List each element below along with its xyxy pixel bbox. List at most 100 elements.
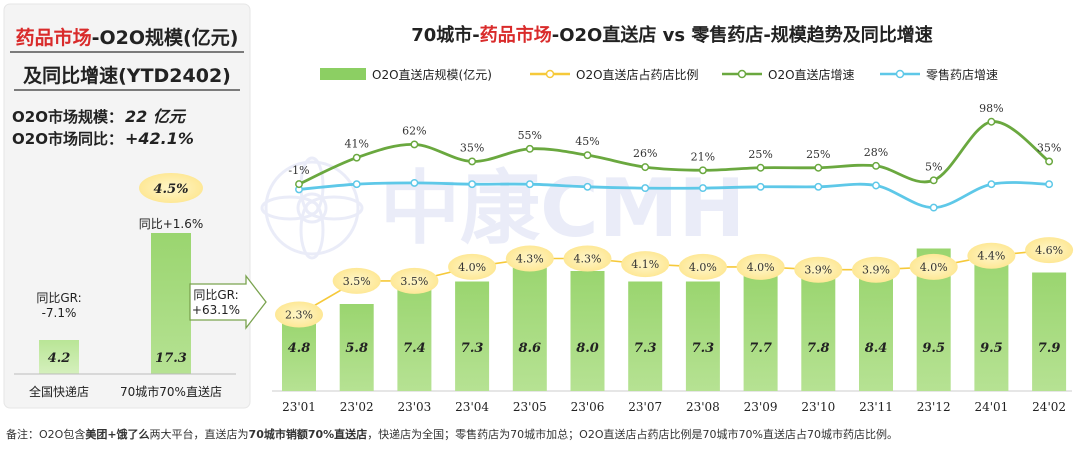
share-label: 4.3% <box>574 253 602 266</box>
legend-swatch-bar <box>320 68 366 80</box>
x-tick-label: 23'09 <box>744 400 778 414</box>
o2o-growth-point <box>929 176 938 185</box>
retail-growth-point <box>641 184 650 193</box>
bar-23'06 <box>570 271 605 391</box>
bar-23'04 <box>455 281 490 391</box>
x-tick-label: 23'12 <box>917 400 951 414</box>
bar-23'05 <box>512 262 547 391</box>
o2o-growth-point <box>872 161 880 170</box>
watermark-text: 中康CMH <box>380 162 745 255</box>
o2o-growth-label: 35% <box>460 141 484 154</box>
o2o-growth-label: 28% <box>864 146 888 159</box>
growth-value: +42.1% <box>125 129 194 148</box>
bar-value-label: 7.3 <box>634 341 657 356</box>
share-label: 4.6% <box>1035 244 1063 257</box>
share-bubble <box>678 253 727 280</box>
x-tick-label: 23'03 <box>397 400 431 414</box>
o2o-growth-label: 25% <box>806 148 830 161</box>
bar-23'03 <box>397 280 432 391</box>
o2o-growth-label: 41% <box>344 138 368 151</box>
bar-23'01 <box>282 319 316 391</box>
bar-value-label: 8.4 <box>865 341 888 356</box>
left-bar-direct <box>151 233 191 374</box>
x-tick-label: 23'02 <box>340 400 374 414</box>
retail-growth-point <box>872 181 880 190</box>
o2o-growth-point <box>987 117 996 126</box>
bar-value-label: 7.3 <box>461 341 484 356</box>
retail-growth-point <box>583 182 592 191</box>
share-bubble <box>275 301 323 328</box>
o2o-growth-point <box>295 180 303 189</box>
x-tick-label: 24'02 <box>1032 400 1066 414</box>
x-tick-labels: 23'01 23'02 23'03 23'04 23'05 23'06 23'07 23'08… <box>282 400 1066 414</box>
retail-growth-point <box>525 180 534 189</box>
share-label: 4.0% <box>458 261 486 274</box>
arrow-shape <box>189 274 267 330</box>
bar-value-label: 7.7 <box>749 341 772 356</box>
retail-growth-point <box>756 182 765 191</box>
share-label: 4.0% <box>920 261 948 274</box>
left-bar-express <box>39 340 79 374</box>
share-label: 2.3% <box>285 309 313 322</box>
bubbles-layer: 2.3% 3.5% 3.5% 4.0% 4.3% 4.3% 4.1% 4.0% 4.0% 3.9%… <box>275 237 1074 328</box>
share-label: 4.3% <box>516 253 544 266</box>
left-bar-express-yoy: 同比GR: -7.1% <box>36 291 81 320</box>
left-bubble-text: 4.5% <box>154 182 189 197</box>
bar-value-label: 8.0 <box>576 341 599 356</box>
share-label: 4.1% <box>631 258 659 271</box>
o2o-growth-point <box>814 163 823 172</box>
left-title-line2: 及同比增速(YTD2402) <box>23 64 231 87</box>
bar-value-label: 4.8 <box>288 341 311 356</box>
bar-23'02 <box>339 304 374 391</box>
o2o-growth-point <box>1045 157 1054 166</box>
retail-growth-point <box>410 178 419 187</box>
bar-value-label: 7.4 <box>403 341 426 356</box>
o2o-growth-label: 45% <box>575 135 599 148</box>
share-bubble <box>621 251 670 278</box>
growth-label: O2O市场同比： <box>12 130 123 148</box>
x-tick-label: 23'07 <box>628 400 662 414</box>
watermark-logo-icon <box>260 156 364 260</box>
share-bubble <box>332 267 381 294</box>
left-bar-express-value: 4.2 <box>48 351 71 366</box>
bar-value-label: 9.5 <box>922 341 945 356</box>
share-label: 3.9% <box>804 264 832 277</box>
x-tick-label: 23'05 <box>513 400 547 414</box>
bar-24'02 <box>1032 272 1067 391</box>
o2o-growth-label: 5% <box>925 160 942 173</box>
legend-swatch-o2o-growth-dot <box>737 69 747 79</box>
bar-23'08 <box>685 281 720 391</box>
left-panel: 药品市场-O2O规模(亿元) 及同比增速(YTD2402) O2O市场规模： 2… <box>3 3 251 409</box>
legend-label-o2o-growth: O2O直送店增速 <box>768 67 855 82</box>
o2o-growth-point <box>468 157 477 166</box>
share-bubble <box>563 245 612 272</box>
left-cat-direct: 70城市70%直送店 <box>120 384 222 399</box>
bar-value-label: 8.6 <box>518 341 541 356</box>
bar-value-label: 7.3 <box>692 341 715 356</box>
o2o-growth-label: 21% <box>691 150 715 163</box>
watermark: 中康CMH <box>260 156 745 260</box>
size-value: 22 亿元 <box>125 107 187 126</box>
legend-swatch-share-dot <box>545 69 555 79</box>
share-label: 4.0% <box>689 261 717 274</box>
bar-value-label: 7.9 <box>1038 341 1061 356</box>
share-bubble <box>448 253 497 280</box>
share-bubble <box>390 267 439 294</box>
retail-growth-point <box>814 182 823 191</box>
bar-24'01 <box>974 248 1009 391</box>
retail-growth-point <box>1045 180 1054 189</box>
o2o-growth-point <box>756 163 765 172</box>
legend-label-share: O2O直送店占药店比例 <box>576 67 699 82</box>
bar-23'09 <box>743 275 778 391</box>
bars-layer: 4.8 5.8 7.4 7.3 8.6 8.0 7.3 7.3 7.7 7.8 8.4 9.5 9.5 7… <box>282 248 1067 391</box>
share-bubble <box>909 253 958 280</box>
retail-growth-point <box>929 203 938 212</box>
share-bubble <box>736 253 785 280</box>
o2o-growth-point <box>352 153 361 162</box>
left-cat-express: 全国快递店 <box>29 384 89 399</box>
legend-label-retail-growth: 零售药店增速 <box>926 67 998 82</box>
share-label: 3.5% <box>400 275 428 288</box>
retail-growth-point <box>352 180 361 189</box>
o2o-growth-label: 26% <box>633 147 657 160</box>
